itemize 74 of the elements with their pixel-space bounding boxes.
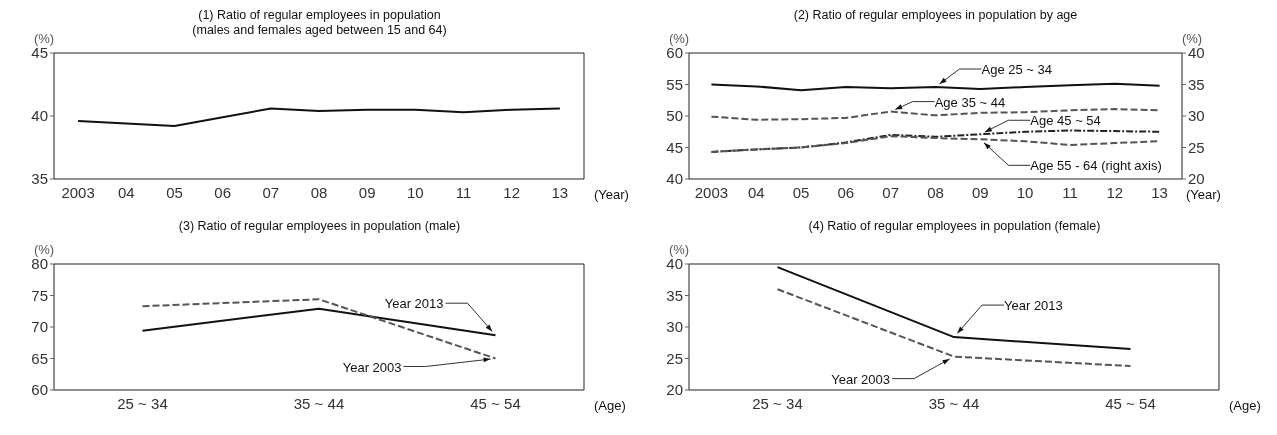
series-label: Age 55 - 64 (right axis) <box>1030 158 1162 174</box>
y-tick-label: 45 <box>666 138 683 156</box>
x-tick-label: 25 ~ 34 <box>752 394 803 412</box>
x-tick-label: 04 <box>747 183 765 201</box>
series-label: Age 45 ~ 54 <box>1030 113 1101 129</box>
x-tick-label: 05 <box>792 183 810 201</box>
x-tick-label: 07 <box>882 183 900 201</box>
y-tick-label: 20 <box>666 381 683 399</box>
series-label: Year 2013 <box>384 296 444 312</box>
y-tick-label: 60 <box>31 381 48 399</box>
text: Year 2013 <box>1004 298 1063 314</box>
text: Year 2003 <box>342 359 402 375</box>
x-axis-title: (Age) <box>1229 398 1261 413</box>
y-tick-label: 25 <box>666 349 683 367</box>
chart-title: (3) Ratio of regular employees in population (male) <box>177 219 462 234</box>
x-tick-label: 05 <box>166 183 183 201</box>
x-tick-label: 12 <box>503 183 521 201</box>
y-tick-label: 30 <box>666 318 683 336</box>
y-tick-label: 35 <box>31 170 48 188</box>
y-axis-title: (%) <box>33 242 55 257</box>
y-axis-title: (%) <box>668 242 690 257</box>
chart-subtitle: (males and females aged between 15 and 64) <box>191 23 448 38</box>
chart-title: (4) Ratio of regular employees in population (female) <box>807 219 1102 234</box>
x-tick-label: 11 <box>1062 183 1078 201</box>
y2-tick-label: 30 <box>1188 107 1205 125</box>
x-tick-label: 04 <box>117 183 135 201</box>
series-label: Age 25 ~ 34 <box>981 62 1052 78</box>
x-tick-label: 10 <box>1016 183 1034 201</box>
x-tick-label: 2003 <box>61 183 95 201</box>
x-tick-label: 45 ~ 54 <box>470 394 521 412</box>
series-label: Age 35 ~ 44 <box>934 94 1006 110</box>
y-tick-label: 55 <box>666 75 683 93</box>
y-tick-label: 80 <box>31 255 48 273</box>
y2-tick-label: 25 <box>1188 138 1205 156</box>
line-series <box>710 82 1161 92</box>
y2-axis-title: (%) <box>1181 31 1203 46</box>
x-axis-title: (Year) <box>1186 187 1221 202</box>
x-axis-title: (Year) <box>594 187 629 202</box>
y-tick-label: 50 <box>666 107 683 125</box>
x-tick-label: 09 <box>971 183 989 201</box>
x-tick-label: 12 <box>1106 183 1124 201</box>
x-tick-label: 10 <box>407 183 424 201</box>
x-tick-label: 06 <box>837 183 855 201</box>
text: Year 2003 <box>831 371 890 387</box>
y2-tick-label: 20 <box>1188 170 1205 188</box>
x-tick-label: 08 <box>310 183 328 201</box>
y-axis-title: (%) <box>668 31 690 46</box>
x-axis-title: (Age) <box>594 398 626 413</box>
x-tick-label: 35 ~ 44 <box>293 394 345 412</box>
chart-title: (2) Ratio of regular employees in population by age <box>792 8 1079 23</box>
x-tick-label: 45 ~ 54 <box>1105 394 1156 412</box>
y-tick-label: 45 <box>31 44 48 62</box>
x-tick-label: 13 <box>551 183 569 201</box>
x-tick-label: 07 <box>262 183 280 201</box>
x-tick-label: 2003 <box>694 183 729 201</box>
line-series <box>77 107 561 128</box>
y-tick-label: 40 <box>31 107 48 125</box>
chart-title: (1) Ratio of regular employees in population <box>197 8 442 23</box>
y-axis-title: (%) <box>33 31 55 46</box>
x-tick-label: 25 ~ 34 <box>117 394 168 412</box>
x-tick-label: 11 <box>455 183 472 201</box>
x-tick-label: 13 <box>1151 183 1168 201</box>
y-tick-label: 35 <box>666 286 683 304</box>
y-tick-label: 40 <box>666 170 683 188</box>
x-tick-label: 09 <box>358 183 376 201</box>
x-tick-label: 06 <box>214 183 231 201</box>
y2-tick-label: 35 <box>1188 75 1205 93</box>
y-tick-label: 60 <box>666 44 683 62</box>
y-tick-label: 75 <box>31 286 48 304</box>
x-tick-label: 08 <box>927 183 944 201</box>
y-tick-label: 40 <box>666 255 683 273</box>
x-tick-label: 35 ~ 44 <box>928 394 980 412</box>
y-tick-label: 65 <box>31 349 48 367</box>
y-tick-label: 70 <box>31 318 48 336</box>
